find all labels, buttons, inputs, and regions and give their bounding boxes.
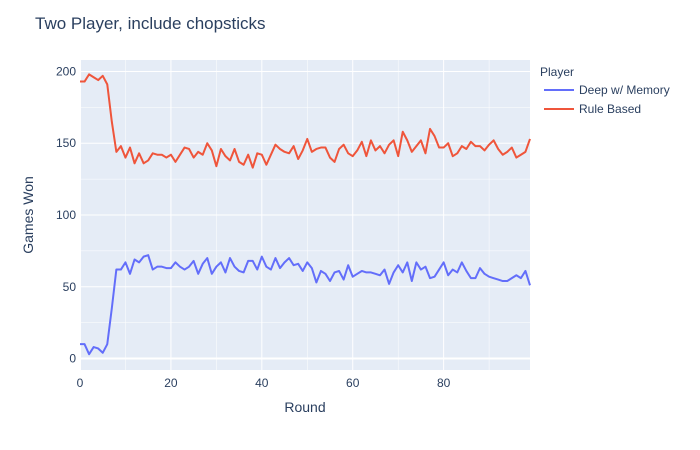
series-lines <box>80 73 531 356</box>
x-tick-label: 80 <box>437 376 451 390</box>
legend-label-deep-memory: Deep w/ Memory <box>579 83 670 97</box>
x-tick-label: 40 <box>255 376 269 390</box>
y-tick-label: 100 <box>56 208 76 222</box>
series-line-deep-memory[interactable] <box>80 254 531 356</box>
chart-title: Two Player, include chopsticks <box>35 14 266 33</box>
x-tick-label: 0 <box>77 376 84 390</box>
y-tick-label: 150 <box>56 136 76 150</box>
grid-lines <box>79 60 530 370</box>
y-tick-label: 0 <box>69 352 76 366</box>
x-tick-label: 20 <box>164 376 178 390</box>
series-line-rule-based[interactable] <box>80 73 531 169</box>
legend-item-rule-based[interactable]: Rule Based <box>544 102 641 116</box>
y-axis-title: Games Won <box>20 176 36 254</box>
legend-item-deep-memory[interactable]: Deep w/ Memory <box>544 83 670 97</box>
y-tick-label: 50 <box>63 280 77 294</box>
y-tick-label: 200 <box>56 64 76 78</box>
x-tick-label: 60 <box>346 376 360 390</box>
legend-title: Player <box>540 65 574 79</box>
x-axis-title: Round <box>284 399 325 415</box>
legend-label-rule-based: Rule Based <box>579 102 641 116</box>
tick-labels: 0 20 40 60 80 0 50 100 150 200 <box>56 64 451 390</box>
legend: Player Deep w/ Memory Rule Based <box>540 65 670 116</box>
